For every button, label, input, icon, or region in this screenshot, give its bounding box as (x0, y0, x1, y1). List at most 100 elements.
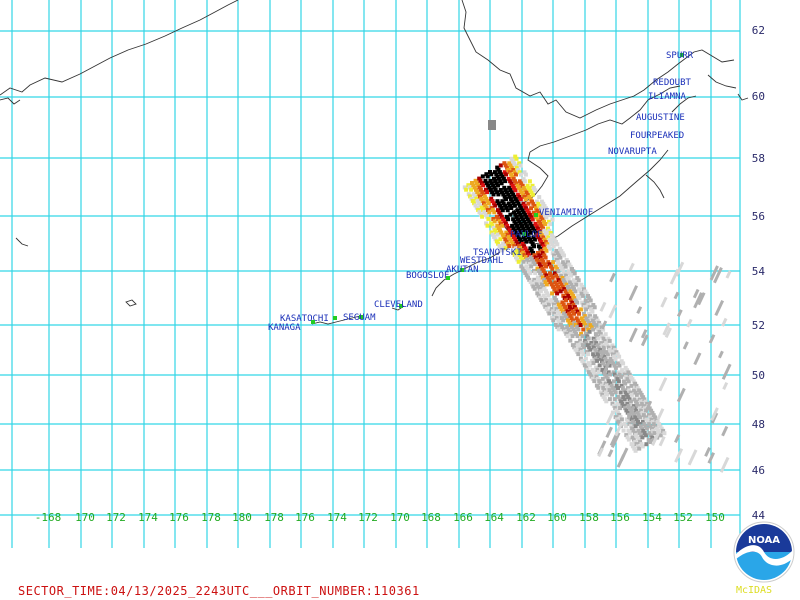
ash-pixel (508, 188, 513, 193)
ash-pixel (548, 264, 553, 269)
ash-pixel (611, 370, 616, 375)
ash-pixel (589, 341, 594, 345)
ash-pixel (599, 341, 604, 346)
ash-pixel (592, 338, 597, 343)
ash-pixel (546, 302, 551, 307)
ash-pixel (596, 352, 600, 357)
ash-pixel (519, 230, 524, 235)
ash-pixel (529, 190, 534, 195)
lon-label: 152 (673, 511, 693, 524)
ash-pixel (526, 259, 531, 264)
coastline-path (529, 85, 681, 153)
ash-pixel (600, 359, 604, 363)
ash-pixel (626, 370, 631, 375)
ash-pixel (608, 347, 613, 352)
ash-streak (673, 291, 680, 300)
ash-pixel (524, 239, 529, 244)
ash-pixel (531, 259, 536, 264)
ash-pixel (522, 194, 527, 199)
ash-streak (626, 405, 636, 420)
ash-pixel (634, 433, 639, 438)
ash-pixel (484, 172, 489, 177)
ash-pixel (638, 399, 643, 404)
ash-pixel (603, 372, 608, 377)
ash-pixel (530, 257, 535, 262)
ash-pixel (532, 253, 537, 258)
lat-label-46: 46 (751, 464, 765, 477)
ash-pixel (526, 268, 531, 273)
ash-pixel (566, 327, 571, 332)
ash-pixel (480, 174, 485, 179)
ash-pixel (524, 224, 529, 229)
ash-pixel (640, 419, 645, 424)
ash-pixel (478, 194, 482, 199)
ash-pixel (528, 221, 533, 226)
ash-pixel (577, 296, 582, 301)
ash-pixel (572, 320, 577, 325)
ash-pixel (610, 352, 615, 357)
ash-pixel (625, 377, 630, 382)
ash-pixel (581, 327, 586, 332)
ash-pixel (614, 417, 619, 422)
ash-pixel (535, 275, 540, 280)
ash-pixel (563, 313, 568, 318)
ash-pixel (495, 208, 500, 213)
ash-pixel (530, 282, 534, 287)
ash-pixel (486, 183, 491, 188)
ash-pixel (556, 284, 560, 289)
ash-pixel (518, 237, 523, 242)
ash-pixel (601, 345, 606, 350)
ash-pixel (474, 187, 478, 192)
ash-pixel (522, 179, 527, 184)
ash-pixel (571, 278, 576, 283)
ash-pixel (478, 203, 483, 208)
ash-pixel (539, 264, 544, 269)
ash-pixel (531, 235, 536, 240)
ash-pixel (560, 300, 565, 305)
ash-pixel (593, 332, 598, 337)
ash-pixel (479, 196, 484, 201)
ash-pixel (573, 347, 578, 352)
ash-pixel (518, 163, 523, 168)
ash-pixel (562, 253, 566, 258)
ash-pixel (621, 428, 626, 433)
ash-pixel (495, 223, 500, 228)
ash-pixel (583, 323, 588, 328)
ash-pixel (485, 190, 490, 195)
ash-pixel (556, 327, 561, 332)
ash-pixel (632, 446, 637, 451)
ash-pixel (650, 419, 655, 424)
ash-pixel (562, 329, 567, 334)
ash-pixel (586, 370, 591, 375)
ash-pixel (603, 390, 608, 395)
ash-pixel (527, 228, 532, 233)
ash-pixel (558, 264, 563, 269)
logo-caption: McIDAS (735, 585, 773, 596)
ash-pixel (514, 248, 519, 253)
ash-pixel (555, 242, 560, 247)
ash-pixel (580, 358, 585, 363)
ash-pixel (511, 250, 516, 255)
ash-pixel (651, 428, 656, 433)
ash-pixel (474, 181, 479, 186)
ash-pixel (645, 401, 650, 406)
ash-pixel (558, 246, 562, 251)
volcano-label-bogoslof: BOGOSLOF (406, 271, 450, 281)
ash-pixel (611, 345, 616, 350)
ash-pixel (534, 224, 539, 229)
ash-pixel (596, 385, 601, 390)
ash-pixel (574, 307, 579, 312)
ash-pixel (648, 433, 653, 438)
ash-pixel (540, 257, 544, 262)
ash-pixel (616, 403, 621, 408)
ash-pixel (586, 352, 591, 357)
ash-pixel (636, 419, 640, 424)
ash-pixel (641, 428, 646, 433)
ash-pixel (492, 234, 497, 239)
ash-pixel (470, 198, 475, 203)
ash-streak (607, 449, 614, 458)
ash-pixel (484, 181, 489, 186)
ash-pixel (538, 206, 543, 211)
ash-pixel (551, 260, 556, 265)
